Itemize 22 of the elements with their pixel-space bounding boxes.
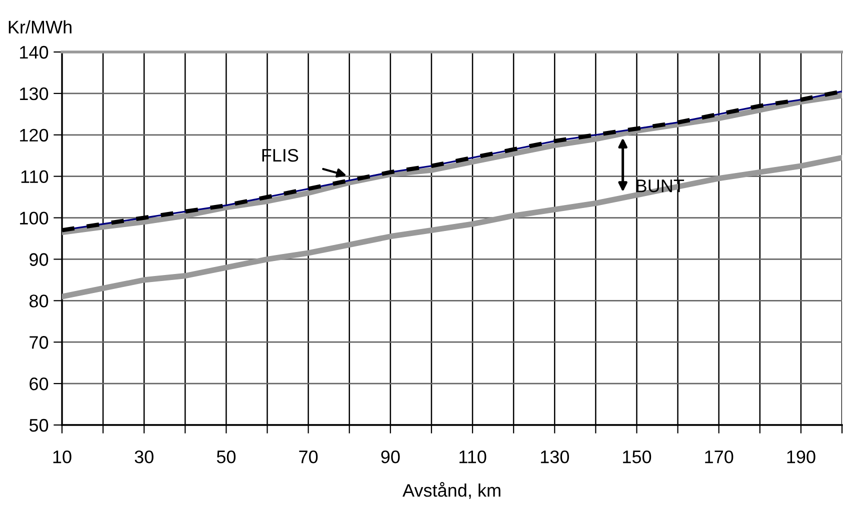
x-tick-label: 30 bbox=[134, 450, 154, 464]
y-tick-label: 90 bbox=[30, 253, 48, 266]
y-axis-title: Kr/MWh bbox=[8, 20, 72, 34]
x-tick-label: 70 bbox=[299, 450, 318, 464]
x-tick-label: 190 bbox=[787, 450, 816, 464]
x-tick-label: 150 bbox=[623, 450, 652, 464]
x-tick-label: 110 bbox=[460, 450, 486, 464]
y-tick-label: 50 bbox=[29, 418, 48, 432]
y-tick-label: 70 bbox=[30, 336, 48, 349]
y-tick-label: 80 bbox=[30, 294, 48, 308]
x-tick-label: 170 bbox=[705, 450, 734, 464]
y-tick-label: 130 bbox=[20, 87, 48, 100]
x-tick-label: 50 bbox=[216, 450, 236, 464]
y-tick-label: 140 bbox=[20, 46, 48, 59]
y-tick-label: 100 bbox=[20, 212, 48, 224]
y-tick-label: 120 bbox=[20, 128, 48, 142]
y-tick-label: 110 bbox=[21, 170, 48, 184]
x-tick-label: 130 bbox=[540, 450, 569, 464]
x-axis-title: Avstånd, km bbox=[402, 482, 500, 499]
x-tick-label: 90 bbox=[381, 450, 400, 464]
x-tick-label: 10 bbox=[53, 450, 72, 464]
y-tick-label: 60 bbox=[30, 377, 48, 390]
